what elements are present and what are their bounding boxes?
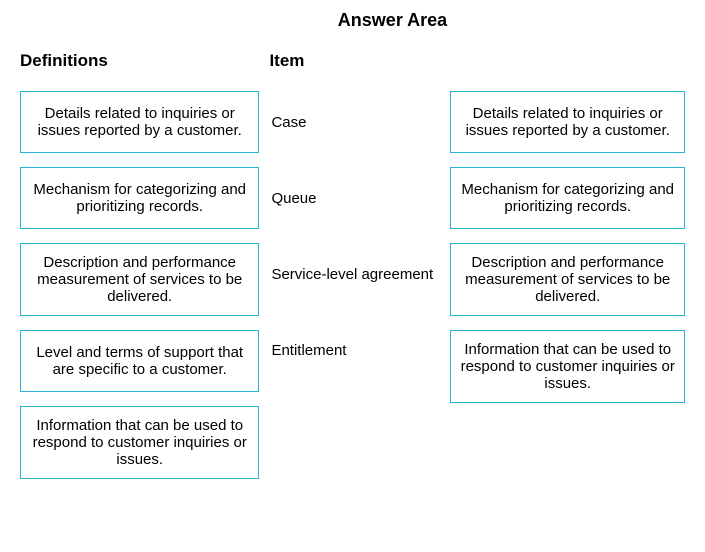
definition-box[interactable]: Details related to inquiries or issues r…	[20, 91, 259, 153]
answer-box[interactable]: Details related to inquiries or issues r…	[450, 91, 685, 153]
definition-box[interactable]: Level and terms of support that are spec…	[20, 330, 259, 392]
definition-box[interactable]: Mechanism for categorizing and prioritiz…	[20, 167, 259, 229]
item-label: Service-level agreement	[269, 243, 440, 305]
definition-box[interactable]: Information that can be used to respond …	[20, 406, 259, 479]
item-label: Case	[269, 91, 440, 153]
answers-column: Details related to inquiries or issues r…	[450, 51, 685, 493]
item-label: Queue	[269, 167, 440, 229]
definitions-header: Definitions	[20, 51, 259, 73]
definitions-column: Definitions Details related to inquiries…	[20, 51, 259, 493]
answer-box[interactable]: Mechanism for categorizing and prioritiz…	[450, 167, 685, 229]
item-header: Item	[269, 51, 440, 73]
answer-box[interactable]: Description and performance measurement …	[450, 243, 685, 316]
answer-box[interactable]: Information that can be used to respond …	[450, 330, 685, 403]
items-column: Item Case Queue Service-level agreement …	[269, 51, 440, 493]
item-label: Entitlement	[269, 319, 440, 381]
answers-header-spacer	[450, 51, 685, 73]
page-title: Answer Area	[100, 10, 685, 31]
columns-container: Definitions Details related to inquiries…	[20, 51, 685, 493]
definition-box[interactable]: Description and performance measurement …	[20, 243, 259, 316]
